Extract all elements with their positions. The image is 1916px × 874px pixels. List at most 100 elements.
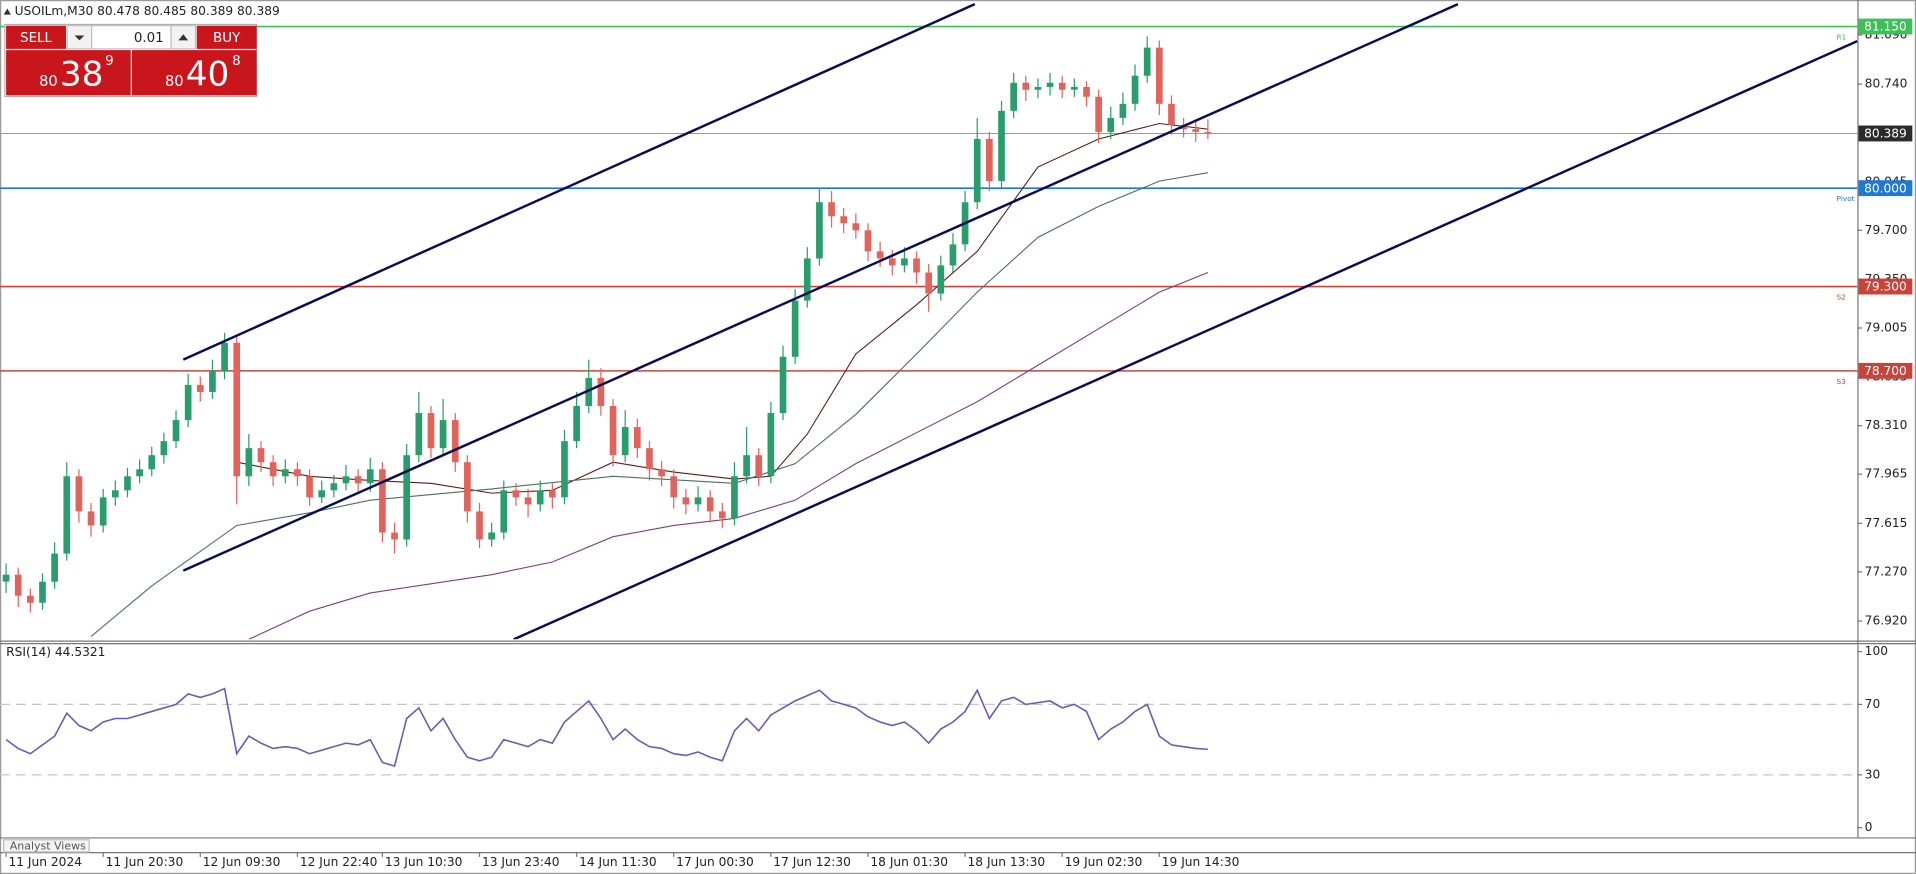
level-label-box (1858, 18, 1913, 35)
trendline (182, 3, 976, 361)
candle-body (585, 377, 593, 406)
ask-pips: 40 (186, 54, 230, 94)
candle-body (536, 490, 544, 505)
candle-body (124, 476, 131, 491)
moving-average (248, 271, 1209, 640)
candle-body (1143, 47, 1151, 76)
candle-body (476, 511, 483, 540)
candle-body (464, 462, 471, 512)
y-tick-label: 77.965 (1865, 467, 1908, 481)
candle-body (767, 413, 775, 477)
y-tick-label: 80.740 (1865, 77, 1908, 91)
candle-body (75, 476, 83, 512)
candle-body (731, 476, 738, 519)
candle-body (2, 574, 10, 582)
level-label: 79.300 (1864, 280, 1907, 294)
candle-body (379, 469, 386, 533)
bid-big: 80 (39, 73, 58, 90)
tab-label[interactable]: Analyst Views (10, 839, 86, 852)
candle-body (172, 420, 180, 442)
trendline (182, 3, 1459, 572)
candle-body (597, 377, 605, 406)
candle-body (1071, 86, 1078, 90)
x-tick-label: 14 Jun 11:30 (579, 855, 657, 869)
lot-value[interactable]: 0.01 (134, 31, 164, 46)
candle-body (294, 469, 301, 477)
candle-body (512, 490, 520, 498)
bid-point: 9 (105, 54, 114, 69)
level-label-box (1858, 180, 1913, 197)
candle-body (718, 511, 726, 519)
rsi-line (5, 687, 1208, 768)
level-label-box (1858, 278, 1913, 295)
sell-label[interactable]: SELL (20, 31, 53, 46)
buy-button[interactable] (196, 25, 257, 49)
level-label: 78.700 (1864, 364, 1907, 378)
candle-body (828, 202, 835, 217)
candle-body (415, 413, 423, 456)
candle-body (1095, 96, 1102, 132)
ask-point: 8 (232, 54, 241, 69)
ask-big: 80 (165, 73, 184, 90)
price-panel: R1 Pivot S2 S3 (0, 3, 1858, 640)
candle-body (973, 138, 981, 203)
candle-body (257, 448, 265, 463)
level-label: 80.000 (1864, 181, 1907, 195)
bid-box[interactable] (6, 50, 131, 96)
axes: 76.92077.27077.61577.96578.31078.65579.0… (5, 18, 1913, 869)
candle-body (184, 384, 192, 421)
candle-body (913, 258, 920, 273)
x-tick-label: 11 Jun 20:30 (106, 855, 184, 869)
candle-body (14, 574, 22, 596)
candle-body (427, 413, 435, 449)
candle-body (196, 384, 204, 392)
candle-body (864, 230, 872, 252)
candle-body (39, 581, 46, 603)
candle-body (148, 455, 156, 470)
buy-label[interactable]: BUY (213, 31, 241, 46)
candle-body (233, 342, 241, 477)
y-tick-label: 77.615 (1865, 516, 1908, 530)
candle-body (888, 258, 896, 266)
candle-body (1010, 82, 1017, 111)
sell-button[interactable] (6, 25, 66, 49)
candle-body (366, 469, 374, 484)
candle-body (646, 448, 653, 470)
candle-body (524, 497, 532, 505)
candle-body (901, 258, 908, 266)
candle-body (682, 497, 690, 505)
tab[interactable] (3, 839, 90, 853)
candle-body (791, 300, 799, 357)
ask-box[interactable] (131, 50, 257, 96)
rsi-y-tick-label: 70 (1865, 697, 1881, 711)
candle-body (694, 497, 702, 505)
candle-body (281, 469, 289, 477)
candle-body (779, 356, 787, 414)
level-name: S2 (1837, 293, 1846, 302)
candle-body (549, 490, 556, 498)
candle-body (743, 455, 750, 477)
candle-body (439, 420, 447, 449)
bid-pips: 38 (60, 54, 104, 94)
y-tick-label: 77.270 (1865, 564, 1908, 578)
candle-body (209, 370, 216, 392)
collapse-triangle[interactable] (3, 8, 11, 15)
moving-average (90, 172, 1208, 637)
candle-body (573, 405, 580, 442)
candle-body (706, 497, 714, 512)
x-tick-label: 12 Jun 09:30 (203, 855, 281, 869)
x-tick-label: 19 Jun 02:30 (1065, 855, 1143, 869)
x-tick-label: 17 Jun 12:30 (773, 855, 851, 869)
rsi-y-tick-label: 30 (1865, 767, 1881, 781)
candle-body (621, 427, 629, 456)
candle-body (111, 490, 119, 498)
candle-body (136, 469, 143, 477)
candle-body (1107, 117, 1115, 132)
y-tick-label: 79.005 (1865, 320, 1908, 334)
candle-body (1168, 103, 1175, 125)
candle-body (451, 420, 459, 463)
level-label-box (1858, 125, 1913, 142)
candle-body (1046, 82, 1054, 87)
